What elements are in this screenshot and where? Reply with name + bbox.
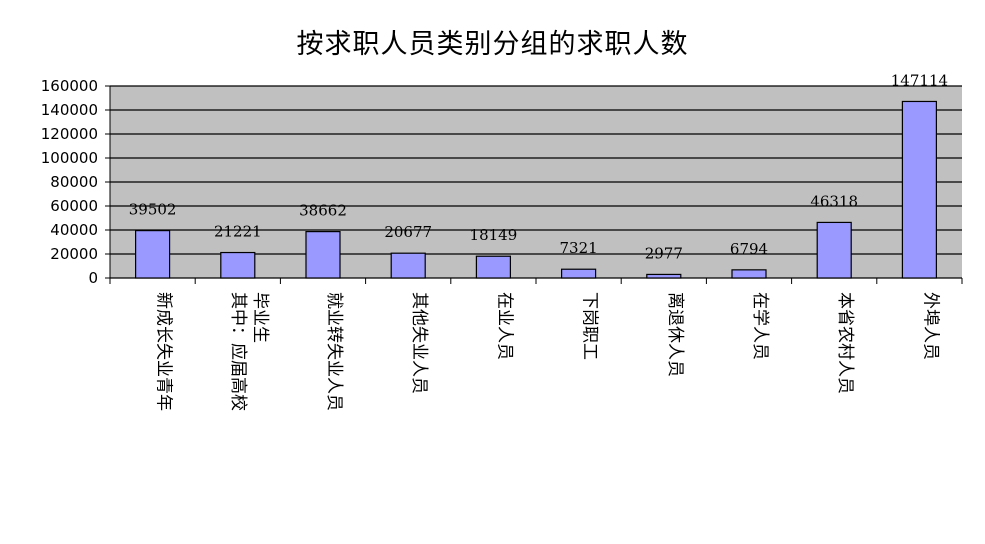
bar: [305, 231, 341, 279]
y-tick-label: 120000: [41, 125, 98, 143]
data-label: 6794: [730, 240, 768, 258]
y-tick-label: 60000: [50, 197, 98, 215]
chart-title: 按求职人员类别分组的求职人数: [296, 29, 689, 60]
bar: [475, 255, 511, 279]
bar: [731, 269, 767, 279]
data-label: 39502: [129, 201, 177, 219]
category-label: 下岗职工: [580, 292, 600, 360]
category-label: 毕业生: [250, 292, 270, 343]
bar: [646, 273, 682, 279]
bar: [135, 229, 171, 279]
bar: [560, 268, 597, 279]
data-label: 7321: [560, 239, 598, 257]
category-label: 离退休人员: [665, 292, 685, 377]
y-tick-label: 100000: [41, 149, 98, 167]
data-label: 46318: [810, 192, 858, 210]
y-tick-label: 160000: [41, 77, 98, 95]
data-label: 18149: [470, 226, 518, 244]
y-tick-label: 40000: [50, 221, 98, 239]
data-label: 20677: [384, 223, 432, 241]
bar: [390, 252, 426, 279]
category-label: 外埠人员: [920, 292, 940, 360]
category-label: 其中：应届高校: [228, 292, 248, 411]
category-label: 本省农村人员: [835, 292, 855, 394]
y-tick-label: 20000: [50, 245, 98, 263]
bar: [220, 251, 256, 279]
data-label: 147114: [891, 71, 948, 89]
y-tick-label: 140000: [41, 101, 98, 119]
category-label: 就业转失业人员: [324, 292, 344, 411]
category-label: 在学人员: [750, 292, 770, 360]
bar: [816, 221, 852, 279]
data-label: 21221: [214, 223, 262, 241]
bar: [901, 100, 938, 279]
y-tick-label: 80000: [50, 173, 98, 191]
category-label: 新成长失业青年: [154, 292, 174, 411]
category-label: 其他失业人员: [409, 292, 429, 394]
y-tick-label: 0: [88, 269, 98, 287]
category-label: 在业人员: [494, 292, 514, 360]
data-label: 38662: [299, 202, 347, 220]
data-label: 2977: [645, 244, 683, 262]
